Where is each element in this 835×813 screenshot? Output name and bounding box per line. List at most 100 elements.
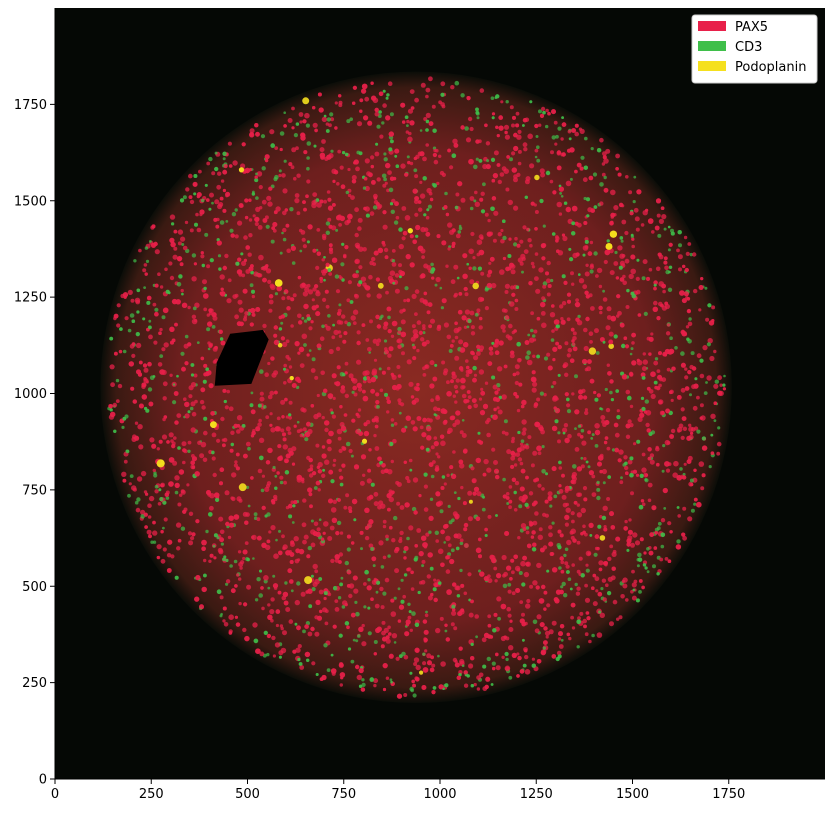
cell-dot bbox=[338, 448, 343, 453]
cell-dot bbox=[279, 131, 285, 136]
cell-dot bbox=[384, 577, 390, 583]
cell-dot bbox=[390, 418, 395, 422]
cell-dot bbox=[570, 602, 576, 608]
cell-dot bbox=[470, 231, 475, 237]
cell-dot bbox=[109, 364, 115, 370]
cell-dot bbox=[509, 577, 513, 581]
cell-dot bbox=[327, 393, 334, 399]
cell-dot bbox=[480, 236, 484, 240]
cell-dot bbox=[421, 685, 427, 690]
cell-dot bbox=[394, 288, 400, 294]
cell-dot bbox=[510, 450, 515, 456]
cell-dot bbox=[687, 516, 693, 522]
cell-dot bbox=[560, 638, 564, 642]
cell-dot bbox=[300, 135, 306, 141]
cell-dot bbox=[676, 395, 682, 400]
cell-dot bbox=[574, 301, 581, 308]
cell-dot bbox=[330, 507, 337, 513]
cell-dot bbox=[625, 434, 631, 439]
cell-dot bbox=[127, 289, 133, 295]
cell-dot bbox=[580, 428, 585, 433]
cell-dot bbox=[614, 432, 620, 438]
cell-dot bbox=[236, 269, 243, 275]
cell-dot bbox=[688, 423, 692, 427]
cell-dot bbox=[366, 585, 372, 591]
cell-dot bbox=[696, 429, 701, 434]
cell-dot bbox=[400, 163, 406, 169]
cell-dot bbox=[456, 675, 461, 680]
cell-dot bbox=[692, 252, 697, 257]
cell-dot bbox=[665, 408, 670, 414]
cell-dot bbox=[454, 659, 458, 664]
cell-dot bbox=[547, 284, 552, 288]
cell-dot bbox=[470, 684, 474, 688]
cell-dot bbox=[153, 241, 158, 247]
cell-dot bbox=[202, 457, 208, 463]
cell-dot bbox=[294, 341, 300, 347]
cell-dot bbox=[722, 383, 726, 387]
cell-dot bbox=[285, 339, 290, 344]
cell-dot bbox=[289, 560, 294, 564]
cell-dot bbox=[419, 297, 425, 303]
cell-dot bbox=[602, 481, 606, 485]
cell-dot bbox=[453, 384, 458, 389]
cell-dot bbox=[302, 498, 307, 503]
cell-dot bbox=[391, 198, 396, 204]
cell-dot bbox=[520, 523, 527, 529]
cell-dot bbox=[562, 364, 567, 369]
cell-dot bbox=[577, 314, 581, 319]
cell-dot bbox=[472, 282, 480, 290]
cell-dot bbox=[616, 294, 621, 299]
cell-dot bbox=[652, 564, 656, 569]
cell-dot bbox=[171, 298, 178, 305]
cell-dot bbox=[630, 542, 635, 548]
cell-dot bbox=[389, 270, 396, 277]
cell-dot bbox=[467, 318, 472, 324]
cell-dot bbox=[238, 601, 242, 606]
cell-dot bbox=[195, 212, 199, 217]
cell-dot bbox=[444, 683, 449, 688]
cell-dot bbox=[384, 181, 388, 185]
cell-dot bbox=[607, 556, 612, 562]
cell-dot bbox=[316, 527, 321, 532]
cell-dot bbox=[591, 474, 596, 479]
cell-dot bbox=[358, 626, 364, 632]
cell-dot bbox=[349, 117, 354, 121]
cell-dot bbox=[599, 469, 603, 474]
cell-dot bbox=[276, 285, 283, 292]
cell-dot bbox=[412, 356, 417, 361]
cell-dot bbox=[454, 205, 459, 210]
cell-dot bbox=[203, 573, 207, 578]
cell-dot bbox=[460, 377, 466, 384]
cell-dot bbox=[214, 151, 218, 155]
cell-dot bbox=[170, 554, 175, 559]
cell-dot bbox=[362, 389, 366, 394]
cell-dot bbox=[272, 654, 276, 658]
cell-dot bbox=[407, 160, 411, 165]
cell-dot bbox=[540, 650, 546, 656]
cell-dot bbox=[337, 330, 342, 334]
cell-dot bbox=[192, 181, 198, 187]
cell-dot bbox=[686, 337, 690, 341]
cell-dot bbox=[482, 163, 488, 170]
cell-dot bbox=[203, 416, 208, 421]
cell-dot bbox=[423, 227, 429, 232]
cell-dot bbox=[298, 320, 303, 325]
cell-dot bbox=[590, 147, 594, 151]
cell-dot bbox=[618, 202, 624, 208]
cell-dot bbox=[508, 301, 515, 307]
cell-dot bbox=[706, 375, 712, 381]
cell-dot bbox=[299, 363, 305, 368]
cell-dot bbox=[331, 517, 338, 523]
cell-dot bbox=[391, 259, 396, 263]
cell-dot bbox=[382, 89, 386, 93]
cell-dot bbox=[506, 565, 512, 571]
cell-dot bbox=[645, 422, 650, 428]
cell-dot bbox=[273, 553, 279, 559]
cell-dot bbox=[440, 306, 444, 310]
cell-dot bbox=[334, 599, 339, 603]
cell-dot bbox=[184, 361, 189, 366]
cell-dot bbox=[249, 283, 254, 288]
cell-dot bbox=[411, 293, 417, 299]
cell-dot bbox=[519, 461, 524, 466]
